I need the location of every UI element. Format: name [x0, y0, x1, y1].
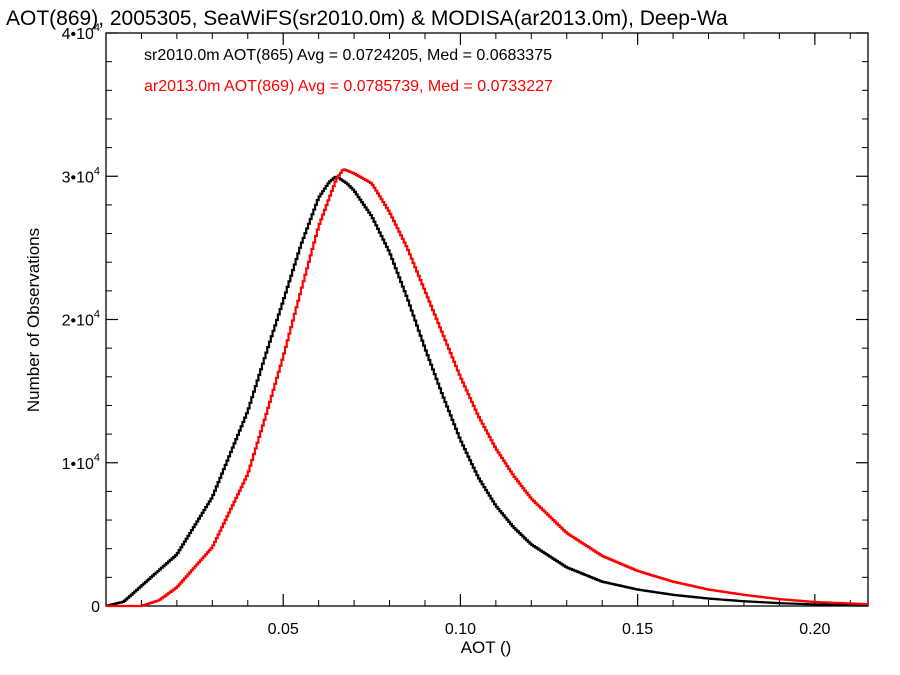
x-tick-labels: 0.05 0.10 0.15 0.20: [268, 621, 831, 638]
minor-ticks: [106, 33, 868, 606]
series-line-0: [106, 175, 868, 607]
legend-entry-ar2013: ar2013.0m AOT(869) Avg = 0.0785739, Med …: [144, 78, 553, 95]
y-tick-label: 2•104: [62, 309, 100, 330]
major-ticks: [106, 32, 868, 607]
chart-title: AOT(869), 2005305, SeaWiFS(sr2010.0m) & …: [6, 7, 728, 30]
y-tick-exponent: 4: [94, 165, 100, 177]
plot-frame: [105, 32, 869, 607]
y-tick-label: 4•104: [62, 22, 100, 43]
series-line-1: [106, 168, 868, 608]
y-tick-exponent: 4: [94, 452, 100, 464]
y-tick-base: 0: [91, 599, 100, 616]
series-layer: [106, 168, 868, 608]
y-tick-exponent: 4: [94, 22, 100, 34]
plot-area: [105, 32, 869, 608]
legend-entry-sr2010: sr2010.0m AOT(865) Avg = 0.0724205, Med …: [144, 47, 552, 64]
legend: sr2010.0m AOT(865) Avg = 0.0724205, Med …: [144, 47, 553, 95]
y-tick-label: 1•104: [62, 452, 100, 473]
x-tick-label: 0.20: [799, 621, 830, 638]
y-tick-base: 3•10: [62, 169, 94, 186]
x-tick-label: 0.15: [622, 621, 653, 638]
y-tick-base: 4•10: [62, 26, 94, 43]
y-tick-label: 3•104: [62, 165, 100, 186]
y-tick-exponent: 4: [94, 309, 100, 321]
x-axis-label: AOT (): [461, 638, 512, 657]
y-tick-base: 1•10: [62, 456, 94, 473]
y-axis-label: Number of Observations: [24, 228, 43, 412]
y-tick-base: 2•10: [62, 313, 94, 330]
x-tick-label: 0.10: [445, 621, 476, 638]
x-tick-label: 0.05: [268, 621, 299, 638]
y-tick-label: 0: [91, 599, 100, 616]
